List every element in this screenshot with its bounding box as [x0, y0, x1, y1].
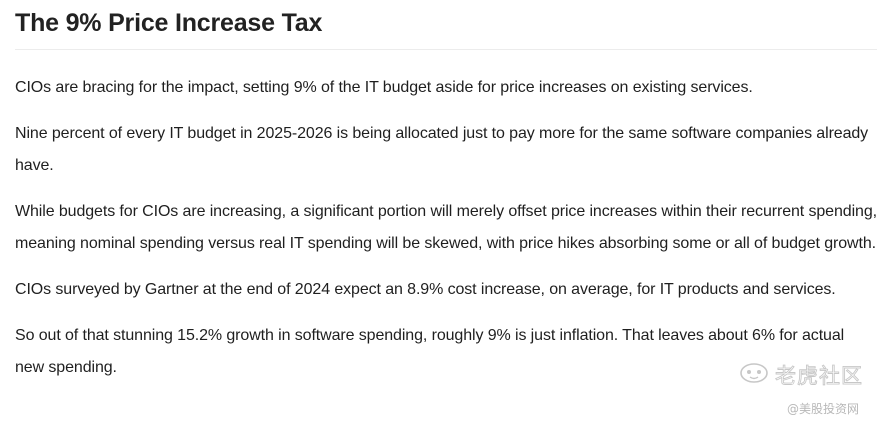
watermark-sub-text: @美股投资网 — [786, 402, 859, 416]
paragraph-4: CIOs surveyed by Gartner at the end of 2… — [15, 281, 836, 298]
watermark-sub: @美股投资网 — [787, 400, 859, 417]
paragraph-2: Nine percent of every IT budget in 2025-… — [15, 125, 869, 174]
article: The 9% Price Increase Tax CIOs are braci… — [15, 0, 877, 384]
title-divider — [15, 49, 877, 50]
paragraph-1: CIOs are bracing for the impact, setting… — [15, 79, 753, 96]
paragraph-5: So out of that stunning 15.2% growth in … — [15, 327, 845, 376]
paragraph-3: While budgets for CIOs are increasing, a… — [15, 203, 877, 252]
article-title: The 9% Price Increase Tax — [15, 9, 323, 37]
